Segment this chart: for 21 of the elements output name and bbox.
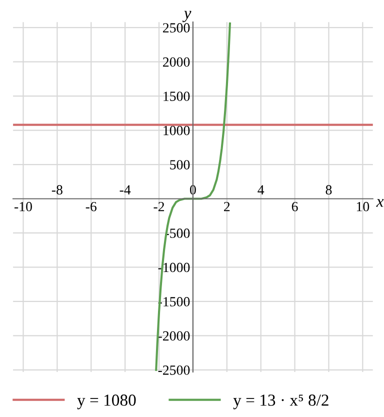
x2-tick-label: 4 [258,185,264,194]
x-tick-label: -6 [86,202,96,212]
y-tick-label: -2000 [158,331,190,341]
x2-tick-label: 8 [326,185,332,195]
x2-tick-label: -8 [52,185,62,195]
x-tick-label: -10 [14,202,32,212]
x-tick-label: -2 [154,202,164,212]
legend-label: y = 1080 [77,394,136,410]
x-axis-title: x [376,199,384,207]
y-tick-label: 2500 [163,23,190,33]
y-axis-title: y [182,10,192,22]
legend-label: y = 13 · x⁵ 8/2 [233,394,328,410]
x-tick-label: 6 [292,202,298,212]
x-tick-label: 2 [224,202,230,212]
y-tick-label: 1000 [164,126,190,136]
y-tick-label: 500 [170,160,190,170]
y-tick-label: -2500 [158,365,190,375]
x-tick-label: 10 [356,202,370,212]
y-tick-label: 1500 [164,92,190,101]
y-tick-label: 2000 [163,57,190,67]
x2-tick-label: -4 [120,185,131,194]
